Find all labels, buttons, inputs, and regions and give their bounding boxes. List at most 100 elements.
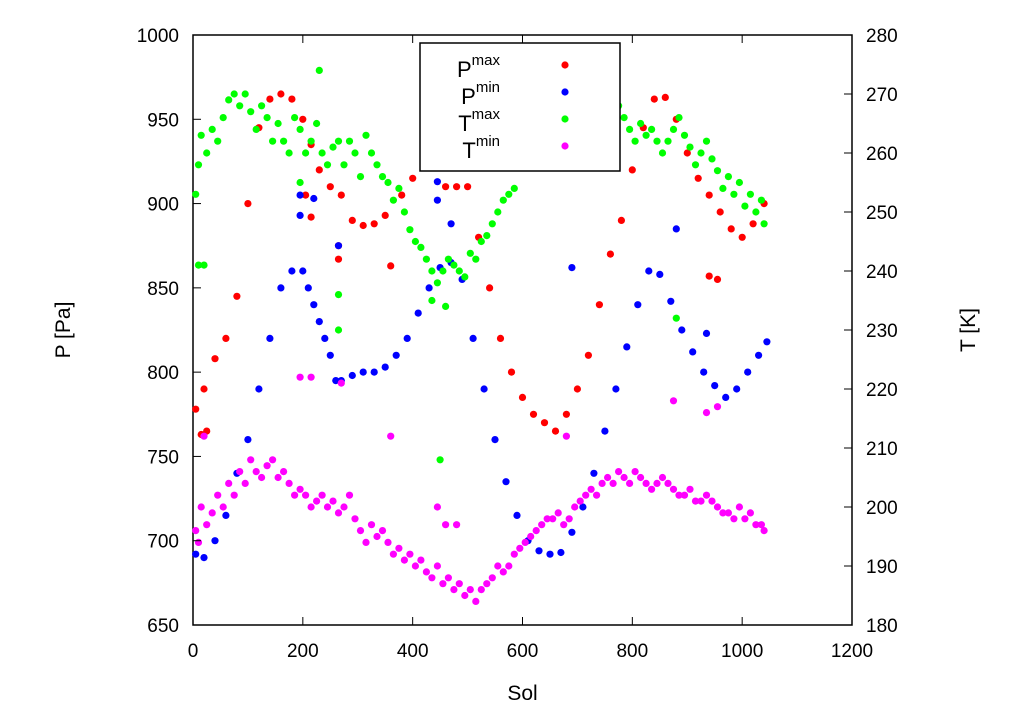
data-point — [356, 173, 365, 181]
data-point — [323, 503, 332, 511]
x-tick-label: 200 — [287, 641, 319, 662]
data-point — [395, 184, 403, 192]
x-tick-label: 1200 — [831, 641, 873, 662]
data-point — [266, 334, 274, 342]
data-point — [590, 469, 598, 477]
x-tick-label: 600 — [507, 641, 539, 662]
data-point — [546, 550, 554, 558]
data-point — [749, 220, 757, 228]
data-point — [483, 580, 491, 588]
data-point — [200, 554, 208, 562]
data-point — [274, 473, 282, 482]
y-tick-label: 750 — [147, 447, 179, 468]
data-point — [326, 351, 334, 359]
data-point — [370, 368, 378, 376]
x-tick-label: 800 — [616, 641, 648, 662]
y-tick-label: 900 — [147, 195, 179, 216]
data-point — [713, 275, 722, 283]
data-point — [299, 115, 307, 123]
data-point — [535, 547, 543, 555]
data-point — [406, 550, 414, 558]
data-point — [694, 174, 702, 182]
data-point — [648, 125, 656, 133]
series-t-max — [192, 66, 768, 464]
data-point — [562, 432, 571, 440]
legend-entry-label: Pmax — [457, 52, 501, 82]
data-point — [318, 491, 326, 499]
data-point — [296, 373, 304, 381]
data-point — [631, 468, 639, 476]
data-point — [730, 190, 738, 198]
data-point — [557, 548, 565, 557]
data-point — [697, 497, 705, 505]
data-point — [568, 264, 576, 272]
data-point — [469, 334, 477, 342]
data-point — [439, 267, 447, 275]
data-point — [763, 338, 771, 346]
data-point — [483, 232, 491, 240]
data-point — [334, 509, 343, 517]
y2-tick-label: 250 — [866, 203, 898, 224]
data-point — [313, 119, 321, 128]
data-point — [576, 497, 584, 505]
data-point — [658, 473, 667, 482]
data-point — [307, 213, 315, 221]
data-point — [499, 568, 507, 576]
data-point — [326, 183, 334, 191]
data-point — [280, 137, 288, 145]
data-point — [612, 385, 620, 393]
data-point — [568, 528, 576, 536]
data-point — [540, 419, 549, 427]
data-point — [705, 272, 713, 280]
data-point — [211, 537, 219, 545]
data-point — [417, 556, 425, 564]
data-point — [442, 521, 450, 529]
data-point — [691, 161, 700, 169]
data-point — [757, 196, 766, 204]
data-point — [258, 473, 266, 482]
y2-tick-label: 190 — [866, 557, 898, 578]
data-point — [381, 363, 389, 371]
data-point — [296, 211, 304, 219]
data-point — [387, 432, 395, 440]
y2-tick-label: 260 — [866, 144, 898, 165]
data-point — [200, 261, 208, 269]
data-point — [631, 137, 639, 145]
data-point — [455, 580, 463, 588]
data-point — [598, 479, 606, 487]
data-point — [724, 173, 733, 181]
data-point — [384, 538, 392, 547]
data-point — [277, 90, 285, 98]
data-point — [472, 255, 480, 263]
data-point — [620, 114, 628, 122]
data-point — [307, 503, 315, 511]
data-point — [299, 267, 307, 275]
data-point — [653, 479, 661, 487]
data-point — [499, 196, 507, 204]
data-point — [214, 491, 222, 499]
data-point — [230, 90, 238, 98]
y-tick-label: 700 — [147, 532, 179, 553]
data-point — [521, 538, 529, 547]
data-point — [532, 527, 540, 535]
data-point — [513, 511, 521, 519]
data-point — [236, 102, 244, 110]
data-point — [200, 432, 208, 440]
data-point — [315, 66, 323, 74]
legend-entry-label: Tmax — [458, 106, 500, 136]
data-point — [752, 208, 760, 216]
data-point — [488, 574, 496, 582]
data-point — [680, 491, 689, 499]
data-point — [439, 580, 447, 588]
data-point — [735, 178, 744, 187]
data-point — [507, 368, 516, 376]
data-point — [433, 178, 441, 186]
data-points-layer — [192, 63, 771, 606]
data-point — [702, 491, 711, 499]
data-point — [711, 382, 719, 390]
data-point — [505, 190, 513, 198]
data-point — [464, 183, 472, 191]
data-point — [247, 456, 255, 464]
